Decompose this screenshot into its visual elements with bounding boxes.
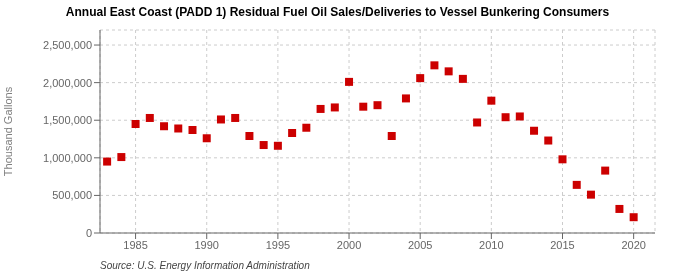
- svg-text:2020: 2020: [621, 239, 645, 251]
- svg-text:2005: 2005: [408, 239, 432, 251]
- html-text:Source: U.S. Energy Informatio: Source: U.S. Energy Information Administ…: [100, 260, 310, 271]
- svg-text:Thousand Gallons: Thousand Gallons: [8, 86, 14, 176]
- html-text:Annual East Coast (PADD 1) Res: Annual East Coast (PADD 1) Residual Fuel…: [65, 5, 610, 19]
- svg-text:1,000,000: 1,000,000: [43, 152, 92, 164]
- svg-text:0: 0: [86, 227, 92, 239]
- svg-text:2,000,000: 2,000,000: [43, 77, 92, 89]
- svg-text:2010: 2010: [479, 239, 503, 251]
- svg-text:1985: 1985: [123, 239, 147, 251]
- svg-text:1995: 1995: [266, 239, 290, 251]
- svg-text:2015: 2015: [550, 239, 574, 251]
- svg-text:2000: 2000: [337, 239, 361, 251]
- svg-text:1,500,000: 1,500,000: [43, 114, 92, 126]
- svg-text:2,500,000: 2,500,000: [43, 39, 92, 51]
- svg-text:1990: 1990: [194, 239, 218, 251]
- svg-text:500,000: 500,000: [52, 189, 92, 201]
